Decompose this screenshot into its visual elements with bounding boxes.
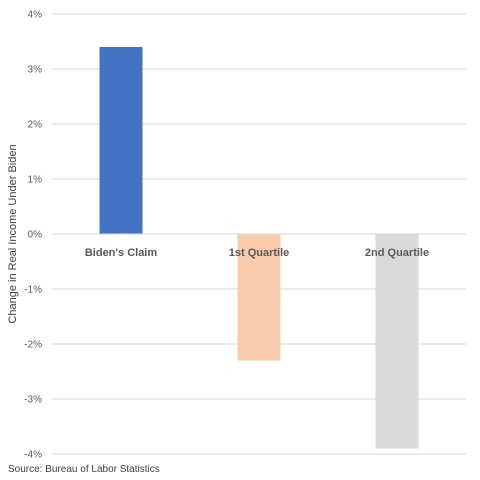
category-label: 2nd Quartile (365, 247, 429, 259)
y-tick-label: 3% (28, 65, 43, 76)
y-axis-label: Change in Real Income Under Biden (7, 144, 19, 323)
category-label: 1st Quartile (229, 247, 290, 259)
category-labels: Biden's Claim 1st Quartile 2nd Quartile (85, 247, 429, 259)
bar (99, 47, 143, 234)
y-tick-label: -1% (24, 285, 42, 296)
bar (237, 234, 281, 361)
y-tick-label: -3% (24, 395, 42, 406)
category-label: Biden's Claim (85, 247, 158, 259)
source-note: Source: Bureau of Labor Statistics (8, 464, 160, 475)
y-tick-label: 0% (28, 230, 43, 241)
bar (375, 234, 419, 449)
y-tick-label: -2% (24, 340, 42, 351)
bars (99, 47, 419, 449)
y-tick-label: -4% (24, 450, 42, 461)
y-tick-label: 2% (28, 120, 43, 131)
y-axis-tick-labels: 4% 3% 2% 1% 0% -1% -2% -3% -4% (24, 10, 42, 461)
y-tick-label: 1% (28, 175, 43, 186)
y-tick-label: 4% (28, 10, 43, 21)
